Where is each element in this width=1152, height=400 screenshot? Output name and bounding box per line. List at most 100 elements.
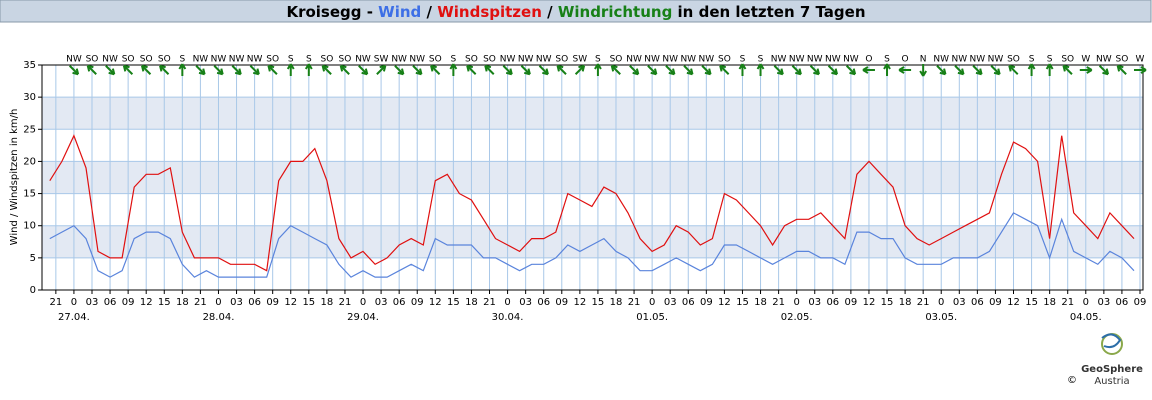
arrow-shape bbox=[195, 65, 206, 76]
direction-label: NW bbox=[102, 55, 118, 65]
direction-label: NW bbox=[66, 55, 82, 65]
direction-arrow bbox=[286, 63, 295, 76]
x-tick-label: 03 bbox=[1097, 297, 1110, 308]
direction-label: S bbox=[288, 55, 294, 65]
direction-label: NW bbox=[229, 55, 245, 65]
x-tick-label: 09 bbox=[700, 297, 713, 308]
direction-arrow bbox=[412, 65, 423, 76]
direction-label: SW bbox=[374, 55, 389, 65]
arrow-shape bbox=[267, 64, 278, 75]
direction-label: SO bbox=[339, 55, 352, 65]
arrow-shape bbox=[919, 64, 928, 77]
y-axis-label: Wind / Windspitzen in km/h bbox=[9, 109, 20, 246]
direction-label: S bbox=[740, 55, 746, 65]
x-tick-label: 18 bbox=[610, 297, 623, 308]
arrow-shape bbox=[412, 65, 423, 76]
direction-arrow bbox=[213, 65, 224, 76]
x-tick-label: 15 bbox=[447, 297, 460, 308]
direction-arrow bbox=[1045, 63, 1054, 76]
y-tick-label: 25 bbox=[23, 124, 36, 135]
direction-arrow bbox=[610, 64, 621, 75]
x-tick-label: 15 bbox=[1025, 297, 1038, 308]
direction-arrow bbox=[809, 65, 820, 76]
y-tick-label: 10 bbox=[23, 221, 36, 232]
x-tick-label: 18 bbox=[176, 297, 189, 308]
direction-arrow bbox=[1008, 64, 1019, 75]
direction-arrow bbox=[1116, 64, 1127, 75]
arrow-shape bbox=[1133, 66, 1147, 74]
direction-arrow bbox=[321, 64, 332, 75]
x-tick-label: 12 bbox=[863, 297, 876, 308]
direction-label: SO bbox=[555, 55, 568, 65]
x-tick-label: 12 bbox=[718, 297, 731, 308]
arrow-shape bbox=[845, 65, 857, 76]
direction-label: SO bbox=[483, 55, 496, 65]
direction-label: W bbox=[1136, 55, 1145, 65]
direction-arrow bbox=[629, 65, 640, 76]
title-part: Windrichtung bbox=[558, 3, 672, 21]
x-tick-label: 09 bbox=[555, 297, 568, 308]
arrow-shape bbox=[520, 65, 531, 76]
logo: GeoSphere © Austria bbox=[1067, 333, 1143, 387]
direction-label: NW bbox=[825, 55, 841, 65]
x-tick-label: 03 bbox=[953, 297, 966, 308]
direction-arrow bbox=[1062, 64, 1073, 75]
direction-label: NW bbox=[970, 55, 986, 65]
arrow-shape bbox=[140, 64, 152, 75]
direction-label: SO bbox=[320, 55, 333, 65]
direction-label: SO bbox=[465, 55, 478, 65]
direction-label: NW bbox=[391, 55, 407, 65]
direction-label: SO bbox=[122, 55, 135, 65]
direction-label: NW bbox=[355, 55, 371, 65]
date-label: 02.05. bbox=[781, 312, 813, 323]
arrow-shape bbox=[809, 65, 820, 76]
x-tick-label: 03 bbox=[519, 297, 532, 308]
direction-label: NW bbox=[211, 55, 227, 65]
direction-arrow bbox=[140, 64, 152, 75]
arrow-shape bbox=[738, 63, 747, 76]
arrow-shape bbox=[86, 64, 97, 75]
arrow-shape bbox=[1079, 66, 1093, 74]
x-tick-label: 0 bbox=[938, 297, 944, 308]
date-label: 29.04. bbox=[347, 312, 379, 323]
arrow-shape bbox=[1027, 63, 1036, 76]
arrow-shape bbox=[719, 64, 730, 75]
direction-label: NW bbox=[771, 55, 787, 65]
direction-label: NW bbox=[951, 55, 967, 65]
direction-label: NW bbox=[626, 55, 642, 65]
direction-label: SO bbox=[718, 55, 731, 65]
series-line bbox=[49, 134, 1135, 272]
direction-label: NW bbox=[518, 55, 534, 65]
arrow-shape bbox=[827, 65, 839, 76]
direction-arrow bbox=[1079, 66, 1093, 74]
x-tick-label: 03 bbox=[230, 297, 243, 308]
arrow-shape bbox=[647, 65, 658, 76]
direction-label: NW bbox=[699, 55, 715, 65]
direction-arrow bbox=[159, 64, 170, 75]
x-tick-label: 03 bbox=[86, 297, 99, 308]
arrow-shape bbox=[898, 66, 912, 74]
direction-arrow bbox=[376, 64, 387, 75]
direction-arrow bbox=[936, 65, 947, 76]
logo-name: GeoSphere bbox=[1081, 364, 1143, 375]
direction-label: NW bbox=[662, 55, 678, 65]
title-part: Kroisegg - bbox=[286, 3, 378, 21]
y-tick-label: 30 bbox=[23, 92, 36, 103]
direction-label: SO bbox=[1116, 55, 1129, 65]
date-label: 27.04. bbox=[58, 312, 90, 323]
arrow-shape bbox=[594, 63, 602, 76]
direction-arrow bbox=[719, 64, 730, 75]
x-tick-label: 18 bbox=[465, 297, 478, 308]
direction-label: O bbox=[865, 55, 872, 65]
arrow-shape bbox=[954, 65, 965, 76]
direction-arrow bbox=[990, 65, 1001, 76]
direction-label: SW bbox=[573, 55, 588, 65]
arrow-shape bbox=[358, 65, 369, 76]
direction-arrow bbox=[1027, 63, 1036, 76]
x-tick-label: 18 bbox=[899, 297, 912, 308]
direction-arrow bbox=[594, 63, 602, 76]
x-tick-label: 15 bbox=[302, 297, 315, 308]
x-tick-label: 0 bbox=[71, 297, 77, 308]
direction-label: NW bbox=[193, 55, 209, 65]
x-tick-label: 06 bbox=[826, 297, 839, 308]
